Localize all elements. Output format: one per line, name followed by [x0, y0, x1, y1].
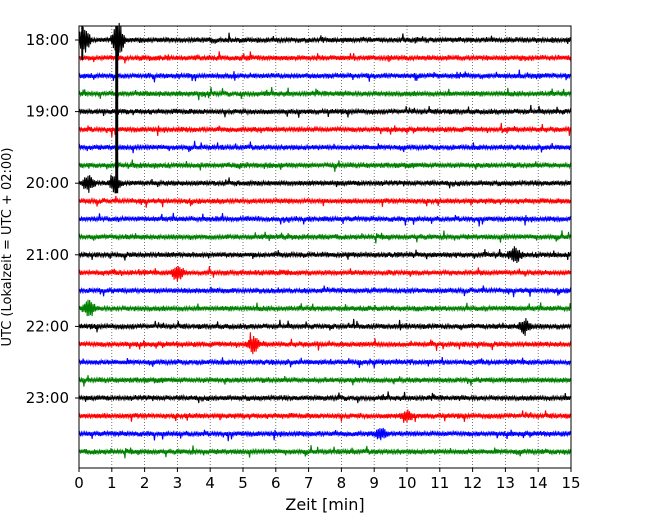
x-tick-label: 12 [463, 474, 482, 492]
y-tick-label: 23:00 [26, 389, 69, 407]
y-tick-label: 21:00 [26, 246, 69, 264]
y-tick-label: 19:00 [26, 103, 69, 121]
trace-row-2315 [78, 409, 572, 423]
x-tick-label: 10 [397, 474, 416, 492]
x-tick-label: 5 [238, 474, 248, 492]
x-tick-label: 14 [529, 474, 548, 492]
ticks-layer: 0 1 2 3 4 5 6 7 8 9 10 11 12 13 14 1518:0019:0020:0021:… [26, 31, 581, 492]
trace-row-2000 [78, 174, 572, 194]
y-tick-label: 18:00 [26, 31, 69, 49]
trace-row-1815 [78, 51, 572, 64]
x-axis-label: Zeit [min] [285, 495, 364, 514]
trace-row-1945 [78, 159, 572, 172]
trace-row-2330 [78, 427, 572, 442]
trace-row-2200 [78, 318, 572, 336]
y-tick-label: 22:00 [26, 317, 69, 335]
y-axis-label: UTC (Lokalzeit = UTC + 02:00) [0, 148, 15, 347]
trace-row-2015 [78, 195, 572, 208]
x-tick-label: 15 [561, 474, 580, 492]
trace-row-2100 [78, 246, 572, 264]
x-tick-label: 2 [140, 474, 150, 492]
y-tick-label: 20:00 [26, 174, 69, 192]
trace-row-1845 [78, 86, 572, 101]
trace-row-2230 [78, 357, 572, 368]
trace-row-1915 [78, 122, 572, 137]
trace-row-2045 [78, 230, 572, 244]
x-tick-label: 9 [369, 474, 379, 492]
trace-row-1800 [78, 22, 572, 60]
trace-row-1930 [78, 140, 572, 154]
trace-row-2245 [78, 375, 572, 387]
trace-row-2215 [78, 332, 572, 355]
x-tick-label: 8 [337, 474, 347, 492]
x-tick-label: 0 [74, 474, 84, 492]
plot-frame [78, 25, 572, 469]
trace-row-2115 [78, 266, 572, 282]
x-tick-label: 6 [271, 474, 281, 492]
trace-row-1830 [78, 69, 572, 83]
trace-row-2345 [78, 445, 572, 459]
trace-row-2130 [78, 285, 572, 298]
x-tick-label: 7 [304, 474, 314, 492]
x-tick-label: 1 [107, 474, 117, 492]
x-tick-label: 11 [430, 474, 449, 492]
trace-row-2030 [78, 212, 572, 227]
trace-row-2145 [78, 299, 572, 317]
traces-layer [78, 22, 572, 459]
x-tick-label: 3 [173, 474, 183, 492]
trace-row-1900 [78, 104, 572, 118]
trace-row-2300 [78, 391, 572, 404]
x-tick-label: 13 [496, 474, 515, 492]
x-tick-label: 4 [205, 474, 215, 492]
grid-layer [111, 26, 539, 468]
